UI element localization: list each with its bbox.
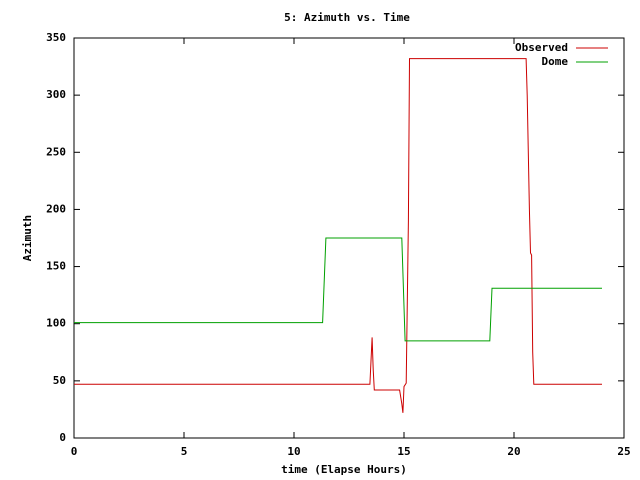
y-tick-label: 200 — [46, 202, 66, 215]
x-tick-label: 10 — [287, 445, 300, 458]
x-tick-label: 20 — [507, 445, 520, 458]
legend-label: Observed — [515, 41, 568, 54]
x-tick-label: 25 — [617, 445, 630, 458]
series-line — [74, 58, 602, 413]
x-tick-label: 0 — [71, 445, 78, 458]
y-tick-label: 350 — [46, 31, 66, 44]
legend-label: Dome — [542, 55, 569, 68]
plot-border — [73, 37, 625, 439]
y-tick-label: 100 — [46, 317, 66, 330]
y-tick-label: 0 — [59, 431, 66, 444]
y-tick-label: 150 — [46, 260, 66, 273]
x-tick-label: 15 — [397, 445, 410, 458]
y-axis-label: Azimuth — [21, 215, 34, 261]
y-tick-label: 250 — [46, 145, 66, 158]
x-tick-label: 5 — [181, 445, 188, 458]
y-tick-label: 300 — [46, 88, 66, 101]
y-tick-label: 50 — [53, 374, 66, 387]
series-line — [74, 237, 602, 342]
x-axis-label: time (Elapse Hours) — [281, 463, 407, 476]
chart-title: 5: Azimuth vs. Time — [284, 11, 410, 24]
